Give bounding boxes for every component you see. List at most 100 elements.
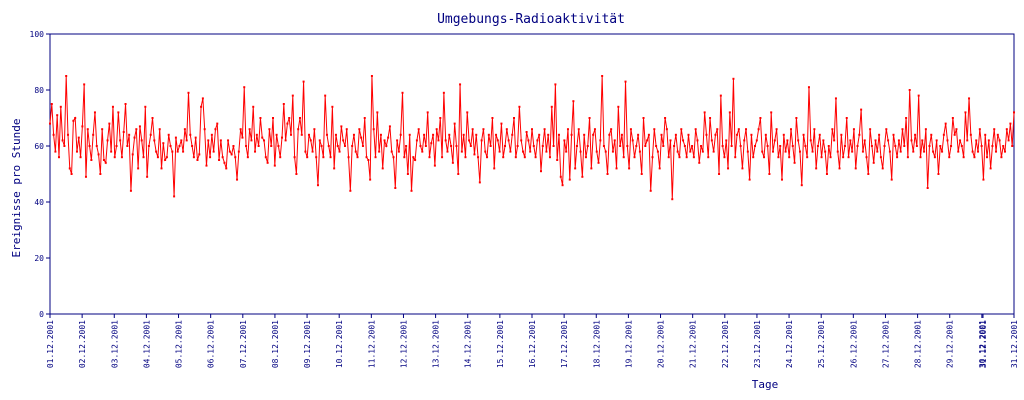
data-point	[286, 122, 289, 125]
data-point	[800, 184, 803, 187]
data-point	[721, 145, 724, 147]
x-tick-label: 26.12.2001	[849, 320, 858, 368]
data-point	[374, 156, 377, 159]
data-point	[874, 139, 877, 142]
data-point	[813, 128, 816, 131]
data-point	[588, 117, 591, 119]
data-point	[138, 125, 141, 128]
data-point	[137, 167, 140, 170]
data-point	[405, 145, 408, 147]
data-point	[439, 117, 442, 119]
data-point	[365, 156, 368, 159]
data-point	[575, 145, 578, 147]
data-point	[210, 133, 213, 136]
data-point	[615, 167, 618, 170]
data-point	[646, 139, 649, 142]
data-point	[727, 167, 730, 170]
data-point	[81, 125, 84, 128]
data-point	[950, 145, 953, 147]
data-point	[171, 150, 174, 153]
data-point	[764, 133, 767, 136]
data-point	[757, 128, 760, 131]
data-point	[142, 156, 145, 159]
data-point	[225, 167, 228, 170]
data-point	[360, 136, 363, 139]
data-point	[403, 156, 406, 159]
data-point	[257, 145, 260, 147]
data-point	[504, 145, 507, 147]
data-point	[908, 89, 911, 91]
data-point	[90, 159, 93, 161]
y-axis-label: Ereignisse pro Stunde	[10, 118, 23, 257]
y-tick-label: 40	[34, 198, 44, 207]
data-point	[207, 139, 210, 142]
x-tick-label: 09.12.2001	[303, 320, 312, 368]
data-point	[446, 150, 449, 153]
data-point	[894, 145, 897, 147]
data-point	[381, 167, 384, 170]
data-point	[464, 156, 467, 159]
data-point	[255, 133, 258, 136]
data-point	[707, 156, 710, 159]
data-point	[180, 139, 183, 142]
data-point	[914, 133, 917, 136]
data-point	[554, 83, 557, 86]
data-point	[347, 156, 350, 159]
data-point	[320, 145, 323, 147]
data-point	[649, 189, 652, 192]
data-point	[178, 145, 181, 147]
data-point	[730, 145, 733, 147]
data-point	[601, 75, 604, 77]
data-point	[70, 173, 73, 175]
data-point	[637, 133, 640, 136]
data-point	[736, 133, 739, 136]
data-point	[435, 128, 438, 131]
data-point	[376, 111, 379, 114]
data-point	[128, 133, 131, 136]
data-point	[944, 122, 947, 125]
data-point	[502, 156, 505, 159]
data-point	[705, 133, 708, 136]
data-point	[279, 156, 282, 159]
data-point	[79, 156, 82, 159]
data-point	[352, 133, 355, 136]
data-point	[559, 175, 562, 178]
data-point	[102, 159, 105, 161]
data-point	[635, 145, 638, 147]
data-point	[752, 156, 755, 159]
data-point	[676, 150, 679, 153]
data-point	[834, 97, 837, 100]
data-point	[664, 117, 667, 119]
data-point	[642, 117, 645, 119]
data-point	[272, 117, 275, 119]
data-point	[628, 167, 631, 170]
data-point	[966, 139, 969, 142]
data-point	[619, 145, 622, 147]
data-point	[843, 145, 846, 147]
data-point	[442, 91, 445, 94]
data-point	[336, 145, 339, 147]
data-point	[232, 145, 235, 147]
data-point	[743, 139, 746, 142]
data-point	[212, 150, 215, 153]
data-point	[824, 150, 827, 153]
data-point	[309, 139, 312, 142]
data-point	[468, 139, 471, 142]
data-point	[660, 133, 663, 136]
data-point	[881, 167, 884, 170]
data-point	[703, 111, 706, 114]
data-point	[993, 128, 996, 131]
series-polyline	[49, 75, 1015, 200]
data-point	[847, 156, 850, 159]
data-point	[414, 159, 417, 161]
data-point	[980, 145, 983, 147]
data-point	[763, 156, 766, 159]
data-point	[56, 114, 59, 117]
data-point	[932, 150, 935, 153]
data-point	[915, 145, 918, 147]
data-point	[577, 128, 580, 131]
data-point	[593, 128, 596, 131]
data-point	[701, 150, 704, 153]
data-point	[1009, 122, 1012, 125]
data-point	[883, 145, 886, 147]
